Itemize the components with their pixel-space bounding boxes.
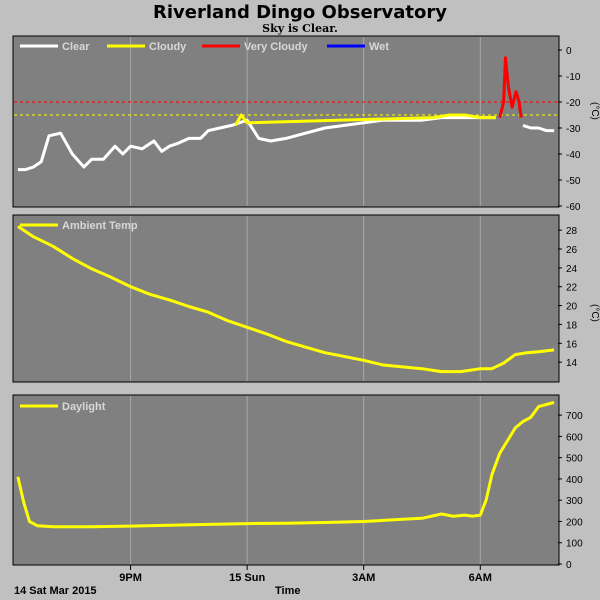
y-tick-label: -40: [566, 150, 581, 161]
x-tick-label: 9PM: [119, 572, 142, 584]
y-tick-label: 300: [566, 496, 583, 507]
sky-status: Sky is Clear.: [262, 22, 338, 35]
y-tick-label: 100: [566, 539, 583, 550]
series-line-clear: [522, 123, 555, 133]
y-tick-label: 200: [566, 517, 583, 528]
legend-ambient-temp: Ambient Temp: [62, 220, 138, 232]
y-tick-label: -30: [566, 124, 581, 135]
y-tick-label: -10: [566, 72, 581, 83]
x-tick-label: 6AM: [469, 572, 492, 584]
y-tick-label: -60: [566, 202, 581, 213]
daylight-panel: Daylight 700 600 500 400 300 200 100 0: [12, 394, 583, 571]
y-tick-label: 0: [566, 560, 572, 571]
y-tick-label: 22: [566, 283, 578, 294]
y-tick-label: 400: [566, 475, 583, 486]
legend-clear: Clear: [62, 41, 90, 53]
series-line-ambient-temp: [17, 225, 555, 374]
series-line-clear: [17, 116, 496, 172]
y-tick-label: 500: [566, 454, 583, 465]
x-axis-label: Time: [275, 585, 300, 597]
y-tick-label: 20: [566, 302, 578, 313]
y-tick-label: -50: [566, 176, 581, 187]
y-tick-label: 0: [566, 46, 572, 57]
x-tick-label: 3AM: [352, 572, 375, 584]
sky-temp-y-axis: 0 -10 -20 -30 -40 -50 -60: [558, 46, 581, 213]
legend-cloudy: Cloudy: [149, 41, 187, 53]
y-tick-label: 14: [566, 358, 578, 369]
sky-temp-panel: Clear Cloudy Very Cloudy Wet 0 -10 -20 -30 -…: [12, 35, 600, 213]
y-tick-label: 26: [566, 245, 578, 256]
y-tick-label: 700: [566, 411, 583, 422]
series-line-daylight: [16, 400, 555, 529]
date-label: 14 Sat Mar 2015: [14, 585, 97, 597]
ambient-y-axis: 28 26 24 22 20 18 16 14: [558, 226, 578, 369]
sky-temp-legend: Clear Cloudy Very Cloudy Wet: [20, 41, 389, 53]
x-tick-label: 15 Sun: [229, 572, 265, 584]
legend-daylight: Daylight: [62, 401, 106, 413]
ambient-temp-panel: Ambient Temp 28 26 24 22 20 18 16 14 (°C): [12, 214, 600, 383]
y-tick-label: 28: [566, 226, 578, 237]
page-title: Riverland Dingo Observatory: [152, 2, 448, 23]
ambient-unit: (°C): [589, 304, 600, 322]
series-line-cloudy: [234, 113, 496, 127]
daylight-y-axis: 700 600 500 400 300 200 100 0: [558, 411, 583, 571]
y-tick-label: 600: [566, 432, 583, 443]
sky-temp-unit: (°C): [589, 102, 600, 120]
x-axis: 9PM 15 Sun 3AM 6AM: [119, 565, 492, 584]
y-tick-label: 24: [566, 264, 578, 275]
y-tick-label: -20: [566, 98, 581, 109]
legend-very-cloudy: Very Cloudy: [244, 41, 308, 53]
y-tick-label: 18: [566, 320, 578, 331]
legend-wet: Wet: [369, 41, 389, 53]
y-tick-label: 16: [566, 339, 578, 350]
series-line-very-cloudy: [498, 56, 523, 118]
